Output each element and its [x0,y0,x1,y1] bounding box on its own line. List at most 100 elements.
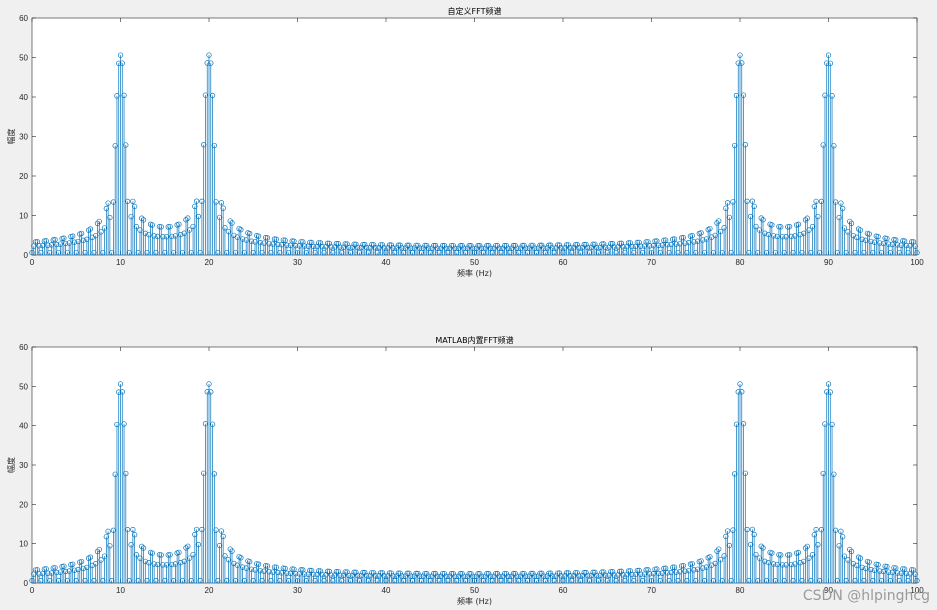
stem-marker [220,533,226,540]
stem-marker [562,245,568,251]
stem-marker [165,552,171,558]
stem-marker [411,573,417,579]
stem-marker [762,558,768,564]
stem-marker [87,226,94,232]
stem-marker [746,249,752,256]
stem-marker [501,570,508,577]
stem-marker [590,569,596,575]
stem-marker [770,561,777,567]
stem-marker [507,249,513,256]
stem-marker [599,241,605,247]
stem-marker [289,238,295,244]
stem-marker [468,243,474,249]
stem-marker [441,242,448,249]
stem-marker [806,555,812,561]
stem-marker [399,245,405,251]
stem-marker [248,566,255,572]
stem-marker [438,245,444,251]
stem-marker [887,249,894,256]
stem-marker [162,577,168,584]
stem-marker [362,241,368,248]
stem-marker [514,245,520,251]
stem-marker [282,237,288,243]
stem-marker [640,577,646,584]
stem-marker [579,244,586,251]
stem-marker [701,577,708,584]
stem-marker [526,245,533,251]
stem-marker [886,241,892,247]
stem-marker [358,572,364,579]
stem-marker [809,223,816,230]
stem-marker [840,534,846,540]
stem-marker [565,570,571,576]
stem-marker [659,242,665,248]
stem-marker [142,230,148,236]
stem-marker [578,577,584,584]
stem-marker [755,249,761,256]
stem-marker [779,562,786,568]
stem-marker [877,240,883,246]
stem-marker [526,573,533,579]
stem-marker [429,573,435,579]
stem-marker [220,205,226,211]
x-tick-label: 20 [205,258,214,267]
stem-marker [730,527,736,533]
stem-marker [588,572,594,579]
stem-marker [413,570,419,577]
stem-marker [831,143,837,149]
stem-marker [832,199,839,205]
stem-marker [365,249,371,256]
stem-marker [401,577,407,584]
x-axis-label: 频率 (Hz) [457,596,492,606]
stem-marker [686,240,692,246]
stem-marker [512,242,518,249]
stem-marker [563,242,570,248]
stem-marker [328,572,334,578]
stem-marker [889,241,895,248]
stem-marker [824,389,830,395]
stem-marker [211,471,217,477]
stem-marker [721,225,727,231]
stem-marker [360,569,366,576]
stem-marker [640,249,646,256]
stem-marker [753,223,759,230]
x-tick-label: 70 [647,258,656,267]
stem-marker [723,533,729,540]
stem-marker [547,570,554,576]
stem-marker [278,570,285,576]
stem-marker [132,203,138,210]
stem-marker [813,526,819,533]
stem-marker [293,242,299,249]
stem-marker [216,214,223,221]
stem-marker [622,577,628,584]
stem-marker [268,577,274,584]
stem-marker [556,242,563,248]
stem-marker [62,240,69,247]
stem-marker [130,526,136,533]
stem-marker [66,568,72,574]
stem-marker [914,249,920,256]
stem-marker [93,232,99,239]
stem-marker [524,577,531,584]
stem-marker [551,577,557,584]
stem-marker [478,573,485,579]
stem-marker [29,577,35,584]
stem-marker [275,569,281,576]
stem-marker [438,573,444,579]
stem-marker [229,548,235,554]
stem-marker [316,240,322,246]
stem-marker [524,249,531,256]
stem-marker [36,243,42,249]
stem-marker [516,249,522,256]
stem-marker [540,245,547,251]
stem-marker [693,577,699,584]
stem-marker [650,242,656,249]
stem-marker [601,241,607,247]
stem-marker [588,244,594,251]
stem-marker [843,249,849,256]
stem-marker [418,249,425,256]
stem-marker [563,570,570,576]
stem-marker [532,245,538,251]
stem-marker [165,224,171,230]
stem-marker [427,577,433,584]
